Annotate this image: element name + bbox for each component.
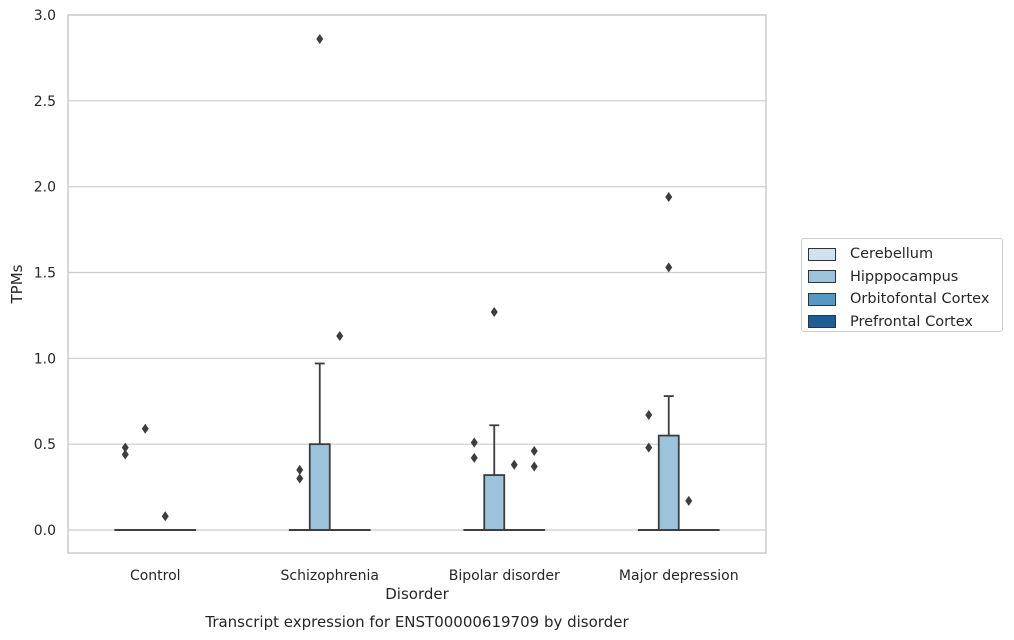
outlier-point — [316, 34, 324, 45]
outlier-point — [510, 459, 518, 470]
box-body — [657, 434, 680, 531]
x-tick-label: Bipolar disorder — [449, 568, 560, 584]
outlier-point — [121, 449, 129, 460]
box-body — [308, 443, 331, 531]
outlier-point — [645, 442, 653, 453]
outlier-point — [141, 423, 149, 434]
outlier-point — [296, 464, 304, 475]
box — [308, 362, 331, 531]
y-tick-label: 1.5 — [34, 266, 56, 282]
outlier-point — [530, 446, 538, 457]
outliers — [121, 34, 693, 522]
outlier-point — [121, 442, 129, 453]
y-tick-label: 0.5 — [34, 437, 56, 453]
legend: Cerebellum Hipppocampus Orbitofontal Cor… — [801, 238, 1003, 332]
y-tick-label: 0.0 — [34, 523, 56, 539]
outlier-point — [490, 306, 498, 317]
x-tick-label: Schizophrenia — [281, 568, 379, 584]
outlier-point — [470, 437, 478, 448]
plot-area-frame — [67, 14, 767, 554]
box — [483, 424, 506, 531]
outlier-point — [336, 331, 344, 342]
y-tick-label: 2.0 — [34, 180, 56, 196]
box-body — [483, 474, 506, 531]
legend-label: Cerebellum — [850, 246, 934, 263]
outlier-point — [161, 511, 169, 522]
outlier-point — [470, 452, 478, 463]
legend-item-cerebellum: Cerebellum — [808, 243, 1002, 266]
box — [657, 395, 680, 531]
legend-swatch — [808, 292, 836, 306]
chart-title: Transcript expression for ENST0000061970… — [204, 613, 629, 631]
legend-swatch — [808, 247, 836, 261]
x-tick-label: Control — [130, 568, 181, 584]
outlier-point — [685, 495, 693, 506]
y-tick-label: 3.0 — [34, 8, 56, 24]
y-axis-title: TPMs — [8, 264, 26, 304]
boxes — [114, 362, 720, 532]
outlier-point — [665, 262, 673, 273]
legend-label: Orbitofontal Cortex — [850, 291, 990, 308]
outlier-point — [665, 191, 673, 202]
y-tick-label: 1.0 — [34, 351, 56, 367]
x-axis-title: Disorder — [385, 585, 449, 603]
outlier-point — [645, 409, 653, 420]
legend-item-orbitofrontal-cortex: Orbitofontal Cortex — [808, 288, 1002, 311]
legend-label: Prefrontal Cortex — [850, 313, 973, 330]
legend-swatch — [808, 270, 836, 284]
outlier-point — [530, 461, 538, 472]
y-tick-label: 2.5 — [34, 94, 56, 110]
legend-item-prefrontal-cortex: Prefrontal Cortex — [808, 311, 1002, 334]
x-tick-label: Major depression — [619, 568, 739, 584]
outlier-point — [296, 473, 304, 484]
legend-item-hippocampus: Hipppocampus — [808, 266, 1002, 289]
legend-swatch — [808, 315, 836, 329]
x-axis-ticks: Control Schizophrenia Bipolar disorder Majo… — [130, 568, 739, 584]
y-axis-ticks: 0.0 0.5 1.0 1.5 2.0 2.5 3.0 — [34, 8, 56, 539]
legend-label: Hipppocampus — [850, 268, 959, 285]
